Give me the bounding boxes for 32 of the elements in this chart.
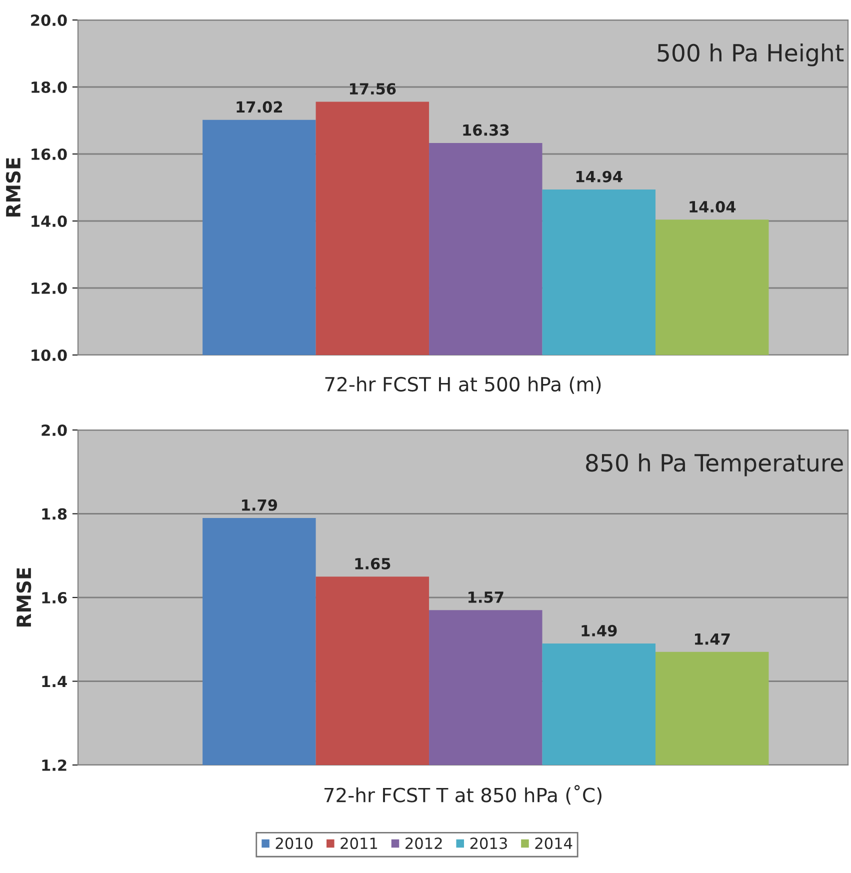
y-tick-label: 1.6 (42, 592, 67, 604)
legend-label: 2011 (340, 838, 378, 850)
y-tick-label: 2.0 (42, 424, 67, 436)
legend-label: 2012 (406, 838, 442, 850)
y-tick-label: 1.2 (42, 759, 66, 771)
data-label: 17.56 (350, 83, 396, 95)
data-label: 14.04 (690, 200, 736, 213)
data-label: 17.02 (236, 101, 282, 113)
y-tick-label: 10.0 (32, 349, 67, 362)
x-axis-title: 72-hr FCST T at 850 hPa (˚C) (324, 785, 602, 805)
data-label: 1.57 (468, 592, 504, 603)
y-tick-label: 1.4 (42, 676, 67, 688)
y-tick-label: 18.0 (32, 81, 67, 94)
data-label: 1.65 (355, 558, 390, 570)
data-label: 1.79 (242, 499, 278, 511)
legend-label: 2010 (276, 838, 313, 850)
y-tick-label: 12.0 (32, 282, 67, 294)
y-tick-label: 1.8 (42, 508, 67, 520)
data-label: 1.49 (582, 624, 617, 636)
y-tick-label: 16.0 (32, 148, 67, 160)
legend-label: 2013 (470, 838, 507, 850)
y-axis-title: RMSE (16, 568, 32, 627)
y-axis-title: RMSE (6, 158, 21, 217)
annotation: 850 h Pa Temperature (586, 453, 843, 476)
data-label: 14.94 (576, 170, 622, 182)
data-label: 16.33 (463, 124, 509, 136)
y-tick-label: 14.0 (32, 215, 67, 228)
annotation: 500 h Pa Height (658, 43, 844, 66)
data-label: 1.47 (694, 633, 730, 645)
x-axis-title: 72-hr FCST H at 500 hPa (m) (325, 376, 601, 394)
legend-label: 2014 (535, 838, 572, 850)
y-tick-label: 20.0 (31, 14, 67, 26)
